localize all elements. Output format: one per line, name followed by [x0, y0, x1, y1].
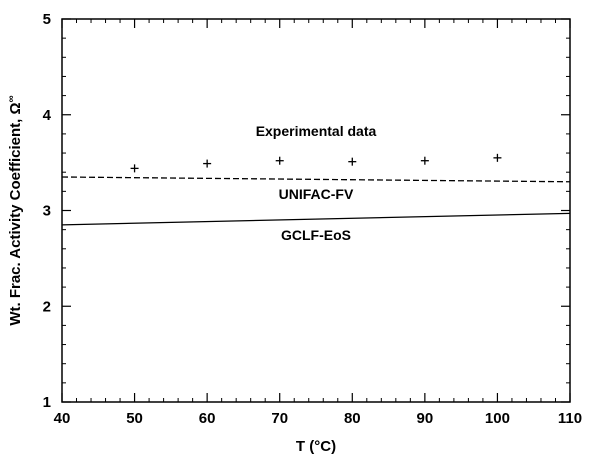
- experimental-point: [420, 156, 429, 165]
- ticks: 40 50 60 70 80 90 100 110 1 2 3 4 5: [43, 11, 582, 427]
- x-tick-label: 100: [485, 410, 510, 427]
- y-axis-title-main: Wt. Frac. Activity Coefficient, Ω: [7, 102, 24, 325]
- x-tick-label: 70: [271, 410, 288, 427]
- x-tick-label: 60: [199, 410, 216, 427]
- y-tick-label: 4: [43, 107, 52, 124]
- annotation-label: GCLF-EoS: [281, 227, 351, 243]
- y-tick-label: 3: [43, 203, 51, 220]
- unifac-fv-line: [61, 176, 571, 183]
- y-tick-label: 2: [43, 298, 51, 315]
- x-tick-label: 110: [558, 410, 582, 427]
- x-tick-label: 40: [54, 410, 71, 427]
- y-tick-label: 1: [43, 394, 51, 411]
- annotation-label: Experimental data: [256, 123, 377, 139]
- experimental-point: [130, 164, 139, 173]
- x-tick-label: 50: [126, 410, 143, 427]
- experimental-point: [493, 153, 502, 162]
- gclf-eos-line: [61, 212, 571, 226]
- annotation-label: UNIFAC-FV: [279, 186, 354, 202]
- y-axis-title-superscript: ∞: [6, 95, 17, 102]
- annotations: Experimental data UNIFAC-FV GCLF-EoS: [256, 123, 377, 243]
- experimental-point: [275, 156, 284, 165]
- y-axis-title: Wt. Frac. Activity Coefficient, Ω∞: [6, 95, 24, 325]
- experimental-point: [203, 159, 212, 168]
- y-tick-label: 5: [43, 11, 51, 28]
- plot-frame: [61, 18, 571, 403]
- axes: [61, 18, 571, 403]
- x-tick-label: 80: [344, 410, 361, 427]
- x-tick-label: 90: [417, 410, 434, 427]
- experimental-point: [348, 157, 357, 166]
- x-axis-title: T (°C): [296, 438, 336, 455]
- series: [61, 153, 571, 226]
